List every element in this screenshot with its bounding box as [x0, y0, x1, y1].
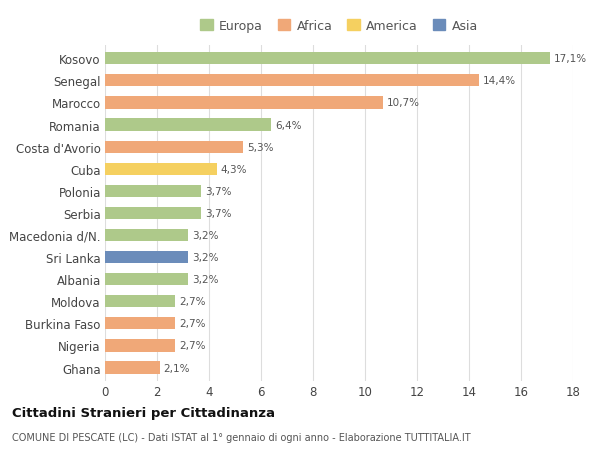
Bar — [105, 119, 271, 131]
Text: Cittadini Stranieri per Cittadinanza: Cittadini Stranieri per Cittadinanza — [12, 406, 275, 419]
Text: 3,2%: 3,2% — [192, 274, 218, 285]
Text: 2,7%: 2,7% — [179, 319, 206, 329]
Bar — [105, 53, 550, 65]
Text: 6,4%: 6,4% — [275, 120, 302, 130]
Bar — [105, 75, 479, 87]
Text: 10,7%: 10,7% — [387, 98, 420, 108]
Bar — [105, 163, 217, 175]
Bar — [105, 318, 175, 330]
Bar — [105, 97, 383, 109]
Text: 3,7%: 3,7% — [205, 186, 232, 196]
Text: 14,4%: 14,4% — [484, 76, 517, 86]
Legend: Europa, Africa, America, Asia: Europa, Africa, America, Asia — [196, 16, 482, 36]
Bar — [105, 252, 188, 263]
Text: 3,2%: 3,2% — [192, 252, 218, 263]
Text: 4,3%: 4,3% — [221, 164, 247, 174]
Bar — [105, 185, 201, 197]
Bar — [105, 230, 188, 241]
Bar — [105, 362, 160, 374]
Text: 2,7%: 2,7% — [179, 341, 206, 351]
Text: COMUNE DI PESCATE (LC) - Dati ISTAT al 1° gennaio di ogni anno - Elaborazione TU: COMUNE DI PESCATE (LC) - Dati ISTAT al 1… — [12, 432, 470, 442]
Text: 2,1%: 2,1% — [163, 363, 190, 373]
Bar — [105, 296, 175, 308]
Bar — [105, 274, 188, 285]
Text: 5,3%: 5,3% — [247, 142, 273, 152]
Bar — [105, 340, 175, 352]
Text: 3,2%: 3,2% — [192, 230, 218, 241]
Text: 2,7%: 2,7% — [179, 297, 206, 307]
Text: 17,1%: 17,1% — [554, 54, 587, 64]
Bar — [105, 141, 243, 153]
Text: 3,7%: 3,7% — [205, 208, 232, 218]
Bar — [105, 207, 201, 219]
